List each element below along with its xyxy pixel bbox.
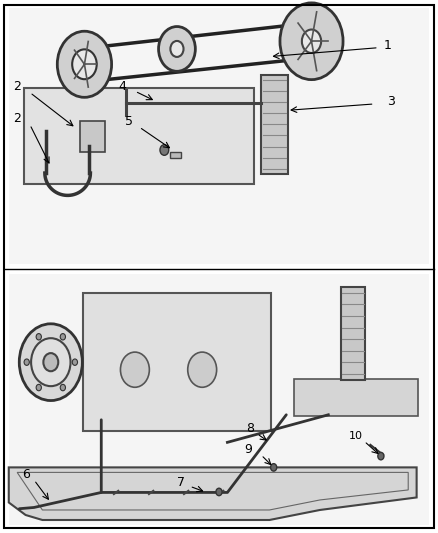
FancyBboxPatch shape (294, 378, 417, 416)
FancyBboxPatch shape (341, 287, 365, 379)
Circle shape (271, 464, 277, 471)
Text: 4: 4 (118, 79, 126, 93)
Circle shape (60, 384, 65, 391)
Text: 5: 5 (124, 115, 133, 128)
FancyBboxPatch shape (24, 88, 254, 183)
Polygon shape (9, 467, 417, 520)
Text: 10: 10 (349, 431, 363, 441)
Text: 2: 2 (13, 79, 21, 93)
Text: 6: 6 (21, 469, 29, 481)
Text: 2: 2 (13, 112, 21, 125)
Circle shape (36, 334, 42, 340)
Circle shape (31, 338, 71, 386)
Circle shape (72, 50, 97, 79)
Circle shape (72, 359, 78, 366)
FancyBboxPatch shape (83, 293, 271, 431)
Circle shape (170, 41, 184, 57)
Circle shape (160, 144, 169, 155)
Circle shape (378, 453, 384, 460)
Circle shape (24, 359, 29, 366)
Circle shape (43, 353, 58, 371)
FancyBboxPatch shape (170, 152, 181, 158)
Circle shape (19, 324, 82, 401)
Circle shape (60, 334, 66, 340)
FancyBboxPatch shape (9, 8, 429, 264)
Text: 1: 1 (383, 38, 391, 52)
Circle shape (36, 384, 41, 391)
FancyBboxPatch shape (261, 75, 288, 174)
Circle shape (159, 27, 195, 71)
Text: 3: 3 (388, 95, 396, 108)
Circle shape (216, 488, 222, 496)
Text: 7: 7 (177, 477, 185, 489)
Circle shape (280, 3, 343, 79)
Circle shape (188, 352, 217, 387)
Text: 8: 8 (247, 422, 254, 435)
Circle shape (302, 29, 321, 53)
FancyBboxPatch shape (80, 122, 105, 152)
Text: 9: 9 (244, 443, 252, 456)
Circle shape (120, 352, 149, 387)
FancyBboxPatch shape (9, 274, 429, 525)
Circle shape (57, 31, 112, 98)
